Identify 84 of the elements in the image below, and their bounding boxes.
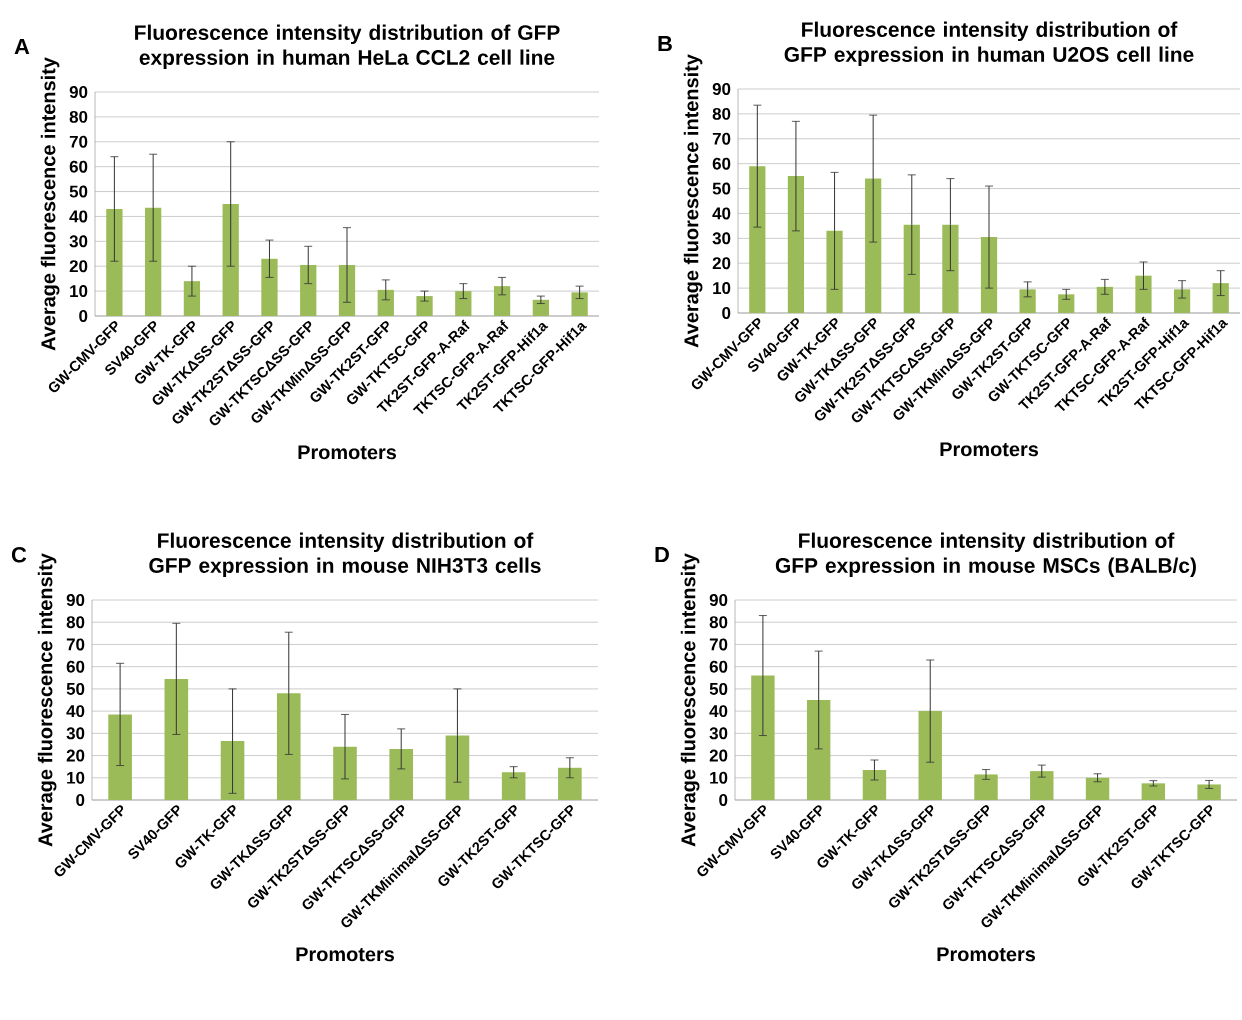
y-tick-label: 30: [709, 727, 728, 740]
bar: [145, 207, 162, 316]
bar: [532, 299, 549, 316]
y-tick-label: 40: [66, 705, 85, 718]
y-tick-label: 40: [69, 210, 88, 223]
x-axis-title: Promoters: [937, 947, 1036, 962]
y-tick-label: 0: [722, 307, 731, 319]
y-tick-label: 10: [70, 285, 88, 298]
y-tick-label: 90: [712, 83, 731, 95]
bar: [106, 208, 123, 316]
y-tick-label: 50: [709, 682, 728, 695]
y-tick-label: 70: [709, 638, 728, 651]
y-tick-label: 30: [712, 232, 731, 245]
bar: [389, 748, 414, 800]
y-tick-label: 20: [66, 749, 85, 762]
bar: [1197, 784, 1221, 800]
x-axis-title: Promoters: [940, 442, 1039, 457]
bar: [571, 292, 588, 316]
y-tick-label: 80: [66, 616, 85, 629]
text: D: [655, 547, 669, 563]
y-tick-label: 10: [713, 282, 731, 295]
y-tick-label: 10: [710, 771, 728, 784]
y-tick-label: 20: [712, 257, 731, 270]
bar: [1212, 283, 1229, 313]
bar: [1141, 783, 1166, 800]
bar: [1135, 275, 1152, 313]
y-tick-label: 0: [76, 794, 85, 806]
bar: [865, 178, 882, 313]
y-tick-label: 90: [69, 86, 88, 98]
y-tick-label: 50: [66, 682, 85, 695]
chart-title: Fluorescence intensity distribution of GFP expression in human U2OS cell line: [784, 21, 1194, 66]
bar: [751, 675, 775, 800]
y-tick-label: 80: [69, 110, 88, 123]
bar: [806, 700, 831, 800]
bar: [1096, 286, 1113, 313]
bar: [1058, 294, 1075, 313]
x-axis-title: Promoters: [298, 445, 397, 460]
y-tick-label: 0: [719, 794, 728, 806]
y-tick-label: 70: [712, 132, 731, 145]
y-tick-label: 80: [709, 616, 728, 629]
bar: [787, 176, 805, 313]
bar: [261, 258, 278, 316]
bar: [1085, 777, 1110, 800]
y-tick-label: 50: [712, 182, 731, 195]
bar: [164, 678, 189, 800]
y-tick-label: 90: [66, 594, 85, 606]
bar: [300, 264, 317, 316]
y-tick-label: 70: [69, 135, 88, 148]
y-tick-label: 40: [709, 705, 728, 718]
bar: [862, 770, 887, 800]
bar: [501, 772, 526, 800]
y-tick-label: 40: [712, 207, 731, 220]
x-axis-title: Promoters: [296, 947, 395, 962]
y-tick-label: 30: [66, 727, 85, 740]
chart-title: Fluorescence intensity distribution of GFP expression in human HeLa CCL2 cell line: [135, 24, 560, 69]
bar: [749, 166, 766, 313]
bar: [183, 281, 201, 316]
bar: [1019, 289, 1036, 313]
bar: [974, 774, 998, 800]
y-tick-label: 30: [69, 235, 88, 248]
chart-title: Fluorescence intensity distribution of GFP expression in mouse NIH3T3 cells: [149, 532, 541, 578]
y-tick-label: 20: [709, 749, 728, 762]
y-tick-label: 60: [709, 660, 728, 673]
text: B: [658, 36, 672, 52]
bar: [377, 289, 394, 316]
y-tick-label: 60: [69, 160, 88, 173]
bar: [455, 291, 472, 316]
bar: [1173, 289, 1191, 313]
y-tick-label: 20: [69, 260, 88, 273]
bar: [493, 286, 511, 316]
y-tick-label: 80: [712, 107, 731, 120]
chart-title: Fluorescence intensity distribution of GFP expression in mouse MSCs (BALB/c): [775, 532, 1196, 578]
y-tick-label: 60: [66, 660, 85, 673]
y-tick-label: 0: [79, 310, 88, 322]
text: C: [11, 547, 27, 563]
y-tick-label: 90: [709, 594, 728, 606]
y-tick-label: 10: [67, 771, 85, 784]
bar: [558, 767, 582, 800]
y-tick-label: 70: [66, 638, 85, 651]
bar: [1030, 771, 1054, 800]
y-tick-label: 60: [712, 157, 731, 170]
y-tick-label: 50: [69, 185, 88, 198]
bar: [416, 296, 433, 316]
text: A: [14, 39, 30, 55]
